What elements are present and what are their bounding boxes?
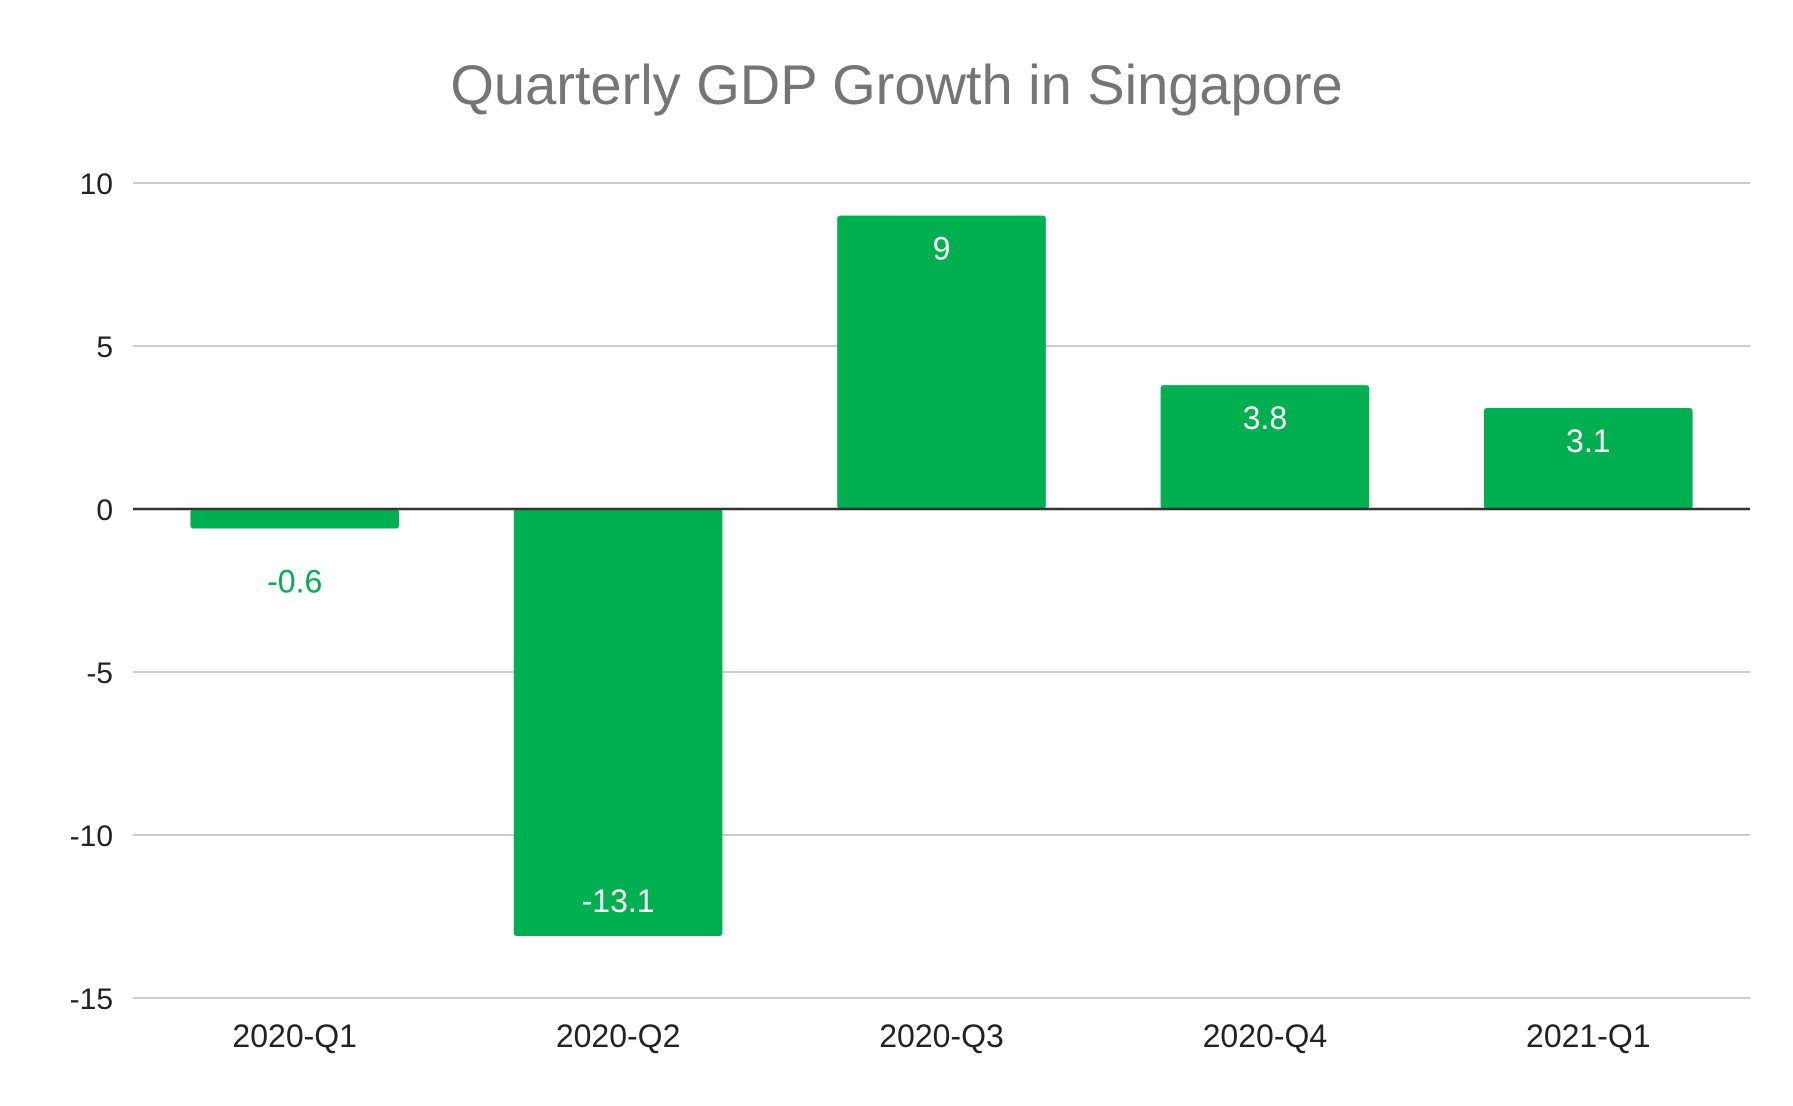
y-tick-label: -15 — [70, 983, 113, 1016]
bar — [190, 509, 399, 529]
y-tick-label: 5 — [96, 331, 113, 364]
data-label: -13.1 — [582, 883, 655, 919]
y-tick-label: 0 — [96, 494, 113, 527]
y-axis-tick-labels: 10 5 0 -5 -10 -15 — [70, 168, 113, 1016]
chart-title: Quarterly GDP Growth in Singapore — [450, 53, 1343, 116]
bar — [513, 509, 723, 937]
data-label: 3.8 — [1243, 400, 1287, 436]
data-label: 9 — [933, 231, 951, 267]
x-category-label: 2020-Q4 — [1203, 1018, 1328, 1054]
data-labels: -0.6 -13.1 9 3.8 3.1 — [267, 231, 1610, 919]
bar — [837, 215, 1046, 509]
x-category-label: 2020-Q3 — [879, 1018, 1004, 1054]
bar — [1160, 385, 1370, 509]
bars — [190, 215, 1693, 937]
x-category-label: 2020-Q2 — [556, 1018, 681, 1054]
y-tick-label: 10 — [80, 168, 113, 201]
y-tick-label: -10 — [70, 820, 113, 853]
data-label: 3.1 — [1566, 423, 1610, 459]
y-tick-label: -5 — [86, 657, 113, 690]
bar — [1484, 407, 1693, 509]
x-category-label: 2020-Q1 — [232, 1018, 357, 1054]
x-category-label: 2021-Q1 — [1526, 1018, 1651, 1054]
x-axis-category-labels: 2020-Q1 2020-Q2 2020-Q3 2020-Q4 2021-Q1 — [232, 1018, 1650, 1054]
data-label: -0.6 — [267, 564, 322, 600]
